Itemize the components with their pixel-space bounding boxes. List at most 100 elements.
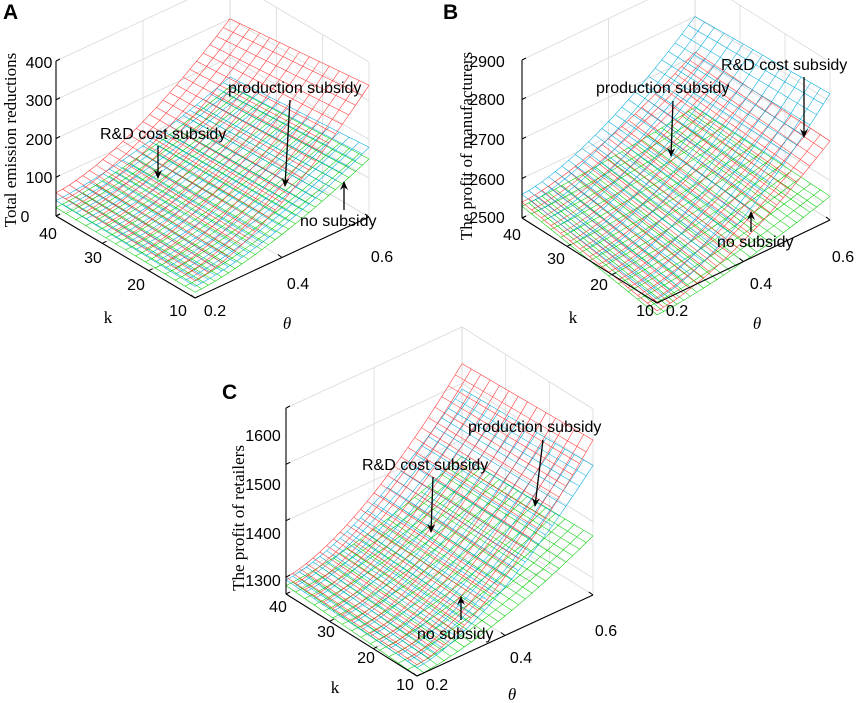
panel-c-annotation-none: no subsidy <box>417 626 494 643</box>
mesh-line <box>75 180 216 268</box>
panel-a-z-axis-label: Total emission reductions <box>1 53 20 227</box>
panel-c: C 1300 1400 1500 1600 10 20 30 40 0.2 0.… <box>222 326 617 703</box>
mesh-line <box>122 167 263 250</box>
panel-c-box <box>285 405 594 677</box>
mesh-line <box>414 437 546 519</box>
mesh-line <box>216 87 356 161</box>
mesh-line <box>319 551 451 640</box>
mesh-line <box>122 159 263 243</box>
mesh-line <box>129 155 269 238</box>
mesh-line <box>394 513 526 600</box>
mesh-line <box>674 119 811 213</box>
mesh-line <box>55 207 196 293</box>
panel-b-z-tick: 2600 <box>469 172 505 189</box>
panel-b-z-tick: 2700 <box>469 132 505 149</box>
grid-line <box>55 61 196 299</box>
mesh-line <box>299 571 431 660</box>
mesh-line <box>312 557 445 646</box>
panel-a: A 0 100 200 300 400 10 20 30 40 0.2 0.4 … <box>1 0 393 333</box>
z-tick-mark <box>55 174 61 178</box>
panel-letter-a: A <box>3 1 18 24</box>
mesh-line <box>285 579 418 668</box>
theta-tick-mark <box>588 591 594 596</box>
mesh-line <box>595 166 731 272</box>
panel-c-z-tick: 1500 <box>245 477 281 494</box>
panel-c-theta-tick: 0.2 <box>426 677 448 694</box>
theta-tick-mark <box>364 213 370 218</box>
panel-b-surfaces <box>521 16 831 316</box>
mesh-line <box>75 196 216 282</box>
mesh-line <box>434 406 567 487</box>
mesh-line <box>122 141 263 225</box>
mesh-line <box>149 140 289 222</box>
panel-c-grid <box>285 326 594 677</box>
mesh-line <box>595 149 731 255</box>
k-tick-mark <box>148 268 153 272</box>
mesh-line <box>176 128 316 208</box>
panel-b-z-tick: 2800 <box>469 92 505 109</box>
mesh-line <box>668 123 804 218</box>
panel-b-z-tick: 2500 <box>469 210 505 227</box>
mesh-line <box>196 60 336 135</box>
mesh-line <box>521 201 658 312</box>
mesh-line <box>306 563 438 652</box>
k-tick-mark <box>566 243 572 247</box>
mesh-line <box>541 195 678 305</box>
mesh-line <box>209 44 350 116</box>
mesh-line <box>441 396 573 476</box>
mesh-line <box>216 97 356 172</box>
mesh-line <box>360 538 492 628</box>
panel-c-z-ticks: 1300 1400 1500 1600 <box>245 428 281 590</box>
mesh-line <box>162 99 303 179</box>
mesh-line <box>209 93 350 168</box>
mesh-line <box>407 462 539 545</box>
panel-c-k-tick: 30 <box>317 624 335 641</box>
k-tick-mark <box>373 646 378 650</box>
panel-a-box <box>55 58 370 299</box>
mesh-line <box>387 475 519 559</box>
mesh-line <box>461 456 594 537</box>
mesh-line <box>353 524 485 611</box>
mesh-line <box>69 200 209 286</box>
mesh-line <box>588 170 724 276</box>
surface-no-subsidy <box>521 107 831 316</box>
mesh-line <box>82 192 222 278</box>
z-tick-mark <box>521 97 527 100</box>
mesh-line <box>634 113 771 213</box>
mesh-line <box>595 134 731 234</box>
panel-c-theta-ticks: 0.2 0.4 0.6 <box>426 623 617 694</box>
panel-a-k-tick: 20 <box>127 277 145 294</box>
mesh-line <box>116 164 256 248</box>
mesh-line <box>448 468 580 550</box>
mesh-line <box>421 491 553 576</box>
mesh-line <box>455 398 587 477</box>
mesh-line <box>421 427 553 509</box>
panel-c-k-ticks: 10 20 30 40 <box>269 599 414 694</box>
panel-c-theta-axis-label: θ <box>508 685 516 703</box>
k-tick-mark <box>611 272 617 276</box>
mesh-line <box>116 147 256 232</box>
theta-tick-mark <box>190 294 196 299</box>
mesh-line <box>601 163 737 267</box>
mesh-line <box>535 186 671 291</box>
surface-r-d-cost-subsidy <box>55 18 370 281</box>
mesh-line <box>621 106 757 201</box>
mesh-line <box>661 87 797 183</box>
panel-b-z-ticks: 2500 2600 2700 2800 2900 <box>469 54 505 227</box>
mesh-line <box>575 154 711 256</box>
mesh-line <box>575 177 711 285</box>
panel-c-k-axis-label: k <box>331 678 340 697</box>
panel-b-annotation-production: production subsidy <box>596 80 729 97</box>
z-tick-mark <box>521 57 527 61</box>
grid-line <box>55 0 370 63</box>
mesh-line <box>162 139 303 219</box>
panel-c-annotation-production: production subsidy <box>468 419 601 436</box>
theta-tick-mark <box>412 672 418 677</box>
mesh-line <box>601 128 737 226</box>
theta-tick-mark <box>500 632 506 636</box>
mesh-line <box>346 524 479 611</box>
mesh-line <box>641 83 777 174</box>
panel-c-z-tick: 1300 <box>245 573 281 590</box>
mesh-line <box>156 107 296 187</box>
panel-a-arrow-production <box>281 99 291 187</box>
